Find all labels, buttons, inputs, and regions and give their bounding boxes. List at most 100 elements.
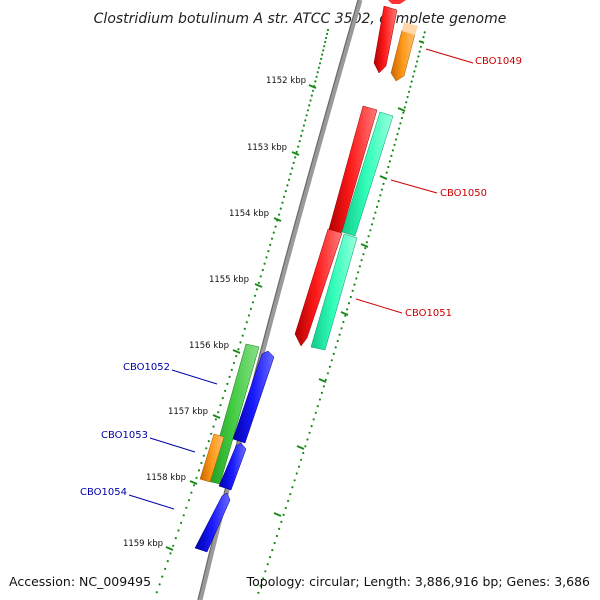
ring-dot xyxy=(263,262,266,265)
ring-dot xyxy=(324,40,327,44)
kbp-label: 1155 kbp xyxy=(209,275,249,285)
ring-dot xyxy=(323,45,326,48)
ring-dot xyxy=(298,140,301,143)
ring-dot xyxy=(261,268,264,272)
ring-dot xyxy=(385,171,388,174)
gene-cbo1049-orange[interactable] xyxy=(390,29,416,82)
ring-dot xyxy=(235,355,238,358)
ring-dot xyxy=(355,277,358,280)
ring-dot xyxy=(289,172,292,176)
ring-dot xyxy=(351,289,354,292)
gene-label-cbo1053[interactable]: CBO1053 xyxy=(101,430,148,441)
ring-dot xyxy=(370,223,374,226)
ring-dot xyxy=(300,458,303,461)
ring-dot xyxy=(367,235,370,238)
ring-dot xyxy=(326,32,329,36)
ring-dot xyxy=(394,138,398,141)
gene-cbo1054[interactable] xyxy=(194,492,231,553)
kbp-tick xyxy=(254,283,263,288)
ring-dot xyxy=(219,404,222,407)
ring-dot xyxy=(237,348,240,351)
ring-dot xyxy=(266,563,269,566)
ring-dot xyxy=(396,132,399,136)
gene-cbo1053[interactable] xyxy=(199,433,225,483)
ring-dot xyxy=(312,418,315,421)
gene-label-cbo1049[interactable]: CBO1049 xyxy=(475,56,522,67)
gene-cbo1049-red[interactable] xyxy=(373,5,398,74)
gene-cbo1050-teal[interactable] xyxy=(341,111,394,237)
ring-dot xyxy=(280,520,283,524)
ring-dot xyxy=(315,75,318,78)
gene-cbo1052-blue[interactable] xyxy=(232,350,275,444)
ring-dot xyxy=(334,346,337,349)
gene-cbo1051[interactable] xyxy=(294,228,343,347)
ring-dot xyxy=(197,469,201,472)
ring-dot xyxy=(324,378,327,381)
gene-label-cbo1052[interactable]: CBO1052 xyxy=(123,362,170,373)
ring-dot xyxy=(412,75,415,78)
ring-dot xyxy=(255,288,258,291)
ring-dot xyxy=(257,591,260,594)
gene-label-cbo1050[interactable]: CBO1050 xyxy=(440,188,487,199)
ring-dot xyxy=(269,243,272,246)
ring-dot xyxy=(174,537,177,540)
leader-cbo1050 xyxy=(390,179,438,194)
outer-dash xyxy=(360,243,369,248)
kbp-tick xyxy=(308,84,317,89)
ring-dot xyxy=(166,560,169,563)
ring-dot xyxy=(283,195,286,198)
topology-text: Topology: circular; Length: 3,886,916 bp… xyxy=(246,574,590,589)
gene-label-cbo1051[interactable]: CBO1051 xyxy=(405,308,452,319)
ring-dot xyxy=(423,31,426,34)
ring-dot xyxy=(259,275,262,278)
ring-dot xyxy=(391,149,394,152)
ring-dot xyxy=(300,134,303,137)
gene-cbo1051-teal[interactable] xyxy=(310,233,358,351)
outer-dash xyxy=(340,311,349,316)
ring-dot xyxy=(397,127,401,130)
ring-dot xyxy=(362,253,365,256)
ring-dot xyxy=(207,440,210,443)
ring-dot xyxy=(282,513,285,517)
ring-dot xyxy=(417,55,420,58)
outer-dash xyxy=(379,175,388,180)
gene-cbo1053-blue[interactable] xyxy=(218,442,247,491)
ring-dot xyxy=(340,327,343,330)
ring-dot xyxy=(294,156,297,159)
gene-label-cbo1054[interactable]: CBO1054 xyxy=(80,487,127,498)
leader-cbo1051 xyxy=(355,298,403,314)
ring-dot xyxy=(316,405,319,408)
ring-dot xyxy=(309,99,312,102)
ring-dot xyxy=(217,411,220,414)
outer-tick-ring xyxy=(257,31,426,594)
ring-dot xyxy=(212,425,215,428)
ring-dot xyxy=(230,368,233,371)
leader-cbo1054 xyxy=(128,494,175,510)
ring-dot xyxy=(390,154,393,157)
gene-leaders xyxy=(128,48,474,510)
kbp-tick xyxy=(212,414,221,419)
ring-dot xyxy=(402,111,405,114)
ring-dot xyxy=(195,476,198,479)
ring-dot xyxy=(346,308,349,311)
ring-dot xyxy=(297,465,301,468)
genome-backbone xyxy=(197,0,363,600)
ring-dot xyxy=(360,259,363,262)
ring-dot xyxy=(365,241,368,244)
leader-cbo1053 xyxy=(149,437,196,453)
kbp-tick xyxy=(189,480,198,485)
ring-dot xyxy=(406,95,409,99)
ring-dot xyxy=(302,451,305,455)
ring-dot xyxy=(405,101,408,104)
ring-dot xyxy=(262,577,265,580)
kbp-label: 1157 kbp xyxy=(168,407,208,417)
ring-dot xyxy=(336,339,339,343)
ring-dot xyxy=(375,205,379,208)
ring-dot xyxy=(413,70,416,73)
ring-dot xyxy=(295,150,298,153)
ring-dot xyxy=(409,85,412,88)
ring-dot xyxy=(388,160,391,163)
kbp-label: 1153 kbp xyxy=(247,143,287,153)
ring-dot xyxy=(301,129,304,132)
gene-labels: CBO1049 CBO1050 CBO1051 CBO1052 CBO1053 … xyxy=(80,56,522,498)
